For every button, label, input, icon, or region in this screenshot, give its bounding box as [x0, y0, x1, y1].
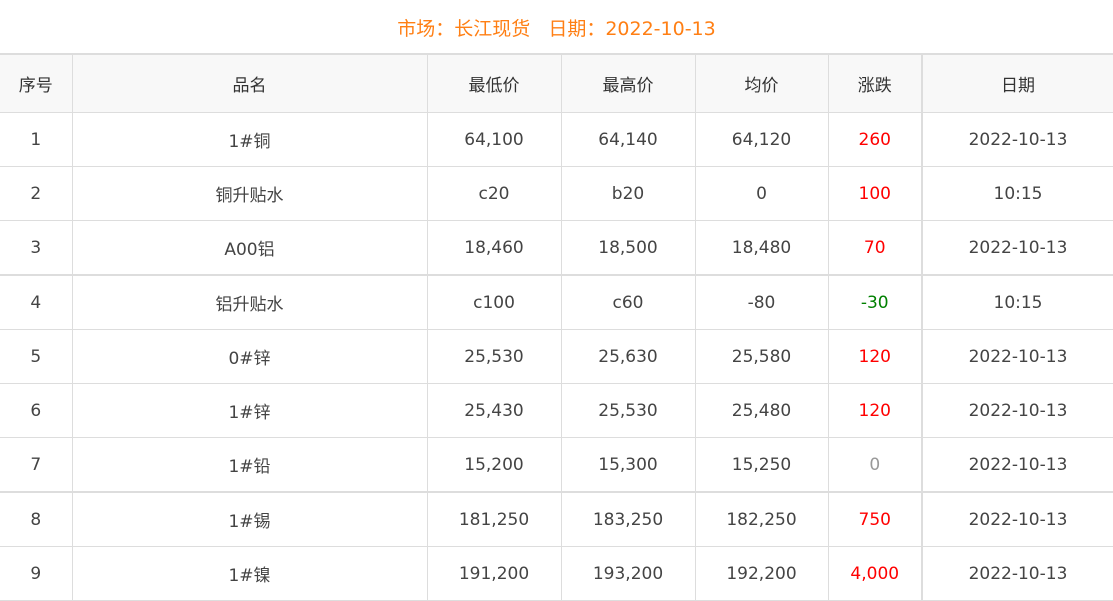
- avg-price: 25,480: [694, 383, 829, 438]
- product-name: A00铝: [71, 220, 428, 276]
- avg-price: 182,250: [694, 491, 829, 547]
- market-label: 市场：长江现货: [397, 18, 531, 40]
- price-change: 4,000: [827, 546, 923, 601]
- table-row: 7 1#铅 15,200 15,300 15,250 0 2022-10-13: [0, 437, 1113, 493]
- table-row: 9 1#镍 191,200 193,200 192,200 4,000 2022-10-13: [0, 546, 1113, 601]
- product-name: 1#铜: [71, 112, 428, 167]
- table-row: 5 0#锌 25,530 25,630 25,580 120 2022-10-13: [0, 329, 1113, 384]
- product-name: 1#锌: [71, 383, 428, 438]
- row-number: 2: [0, 166, 73, 221]
- page-title: 市场：长江现货 日期：2022-10-13: [0, 0, 1113, 53]
- row-date: 2022-10-13: [921, 112, 1113, 167]
- product-name: 1#锡: [71, 491, 428, 547]
- high-price: 193,200: [560, 546, 696, 601]
- price-change: 260: [827, 112, 923, 167]
- price-change: 120: [827, 329, 923, 384]
- price-change: -30: [827, 274, 923, 330]
- col-header-no: 序号: [0, 53, 73, 113]
- avg-price: 15,250: [694, 437, 829, 493]
- row-number: 5: [0, 329, 73, 384]
- product-name: 铜升贴水: [71, 166, 428, 221]
- product-name: 铝升贴水: [71, 274, 428, 330]
- avg-price: -80: [694, 274, 829, 330]
- row-number: 9: [0, 546, 73, 601]
- table-row: 2 铜升贴水 c20 b20 0 100 10:15: [0, 166, 1113, 221]
- row-number: 7: [0, 437, 73, 493]
- row-number: 6: [0, 383, 73, 438]
- low-price: 25,530: [426, 329, 562, 384]
- row-date: 2022-10-13: [921, 329, 1113, 384]
- table-row: 6 1#锌 25,430 25,530 25,480 120 2022-10-13: [0, 383, 1113, 438]
- product-name: 0#锌: [71, 329, 428, 384]
- product-name: 1#铅: [71, 437, 428, 493]
- row-number: 4: [0, 274, 73, 330]
- table-header: 序号 品名 最低价 最高价 均价 涨跌 日期: [0, 53, 1113, 113]
- low-price: 15,200: [426, 437, 562, 493]
- table-row: 8 1#锡 181,250 183,250 182,250 750 2022-10-13: [0, 491, 1113, 547]
- price-change: 0: [827, 437, 923, 493]
- avg-price: 192,200: [694, 546, 829, 601]
- avg-price: 25,580: [694, 329, 829, 384]
- high-price: 18,500: [560, 220, 696, 276]
- low-price: c20: [426, 166, 562, 221]
- high-price: 183,250: [560, 491, 696, 547]
- avg-price: 64,120: [694, 112, 829, 167]
- col-header-change: 涨跌: [827, 53, 923, 113]
- row-date: 2022-10-13: [921, 491, 1113, 547]
- high-price: 64,140: [560, 112, 696, 167]
- avg-price: 0: [694, 166, 829, 221]
- price-change: 70: [827, 220, 923, 276]
- high-price: b20: [560, 166, 696, 221]
- row-date: 10:15: [921, 166, 1113, 221]
- col-header-high: 最高价: [560, 53, 696, 113]
- table-row: 3 A00铝 18,460 18,500 18,480 70 2022-10-13: [0, 220, 1113, 276]
- col-header-avg: 均价: [694, 53, 829, 113]
- high-price: 25,630: [560, 329, 696, 384]
- price-change: 120: [827, 383, 923, 438]
- table-row: 4 铝升贴水 c100 c60 -80 -30 10:15: [0, 274, 1113, 330]
- low-price: 25,430: [426, 383, 562, 438]
- high-price: c60: [560, 274, 696, 330]
- row-date: 2022-10-13: [921, 220, 1113, 276]
- col-header-low: 最低价: [426, 53, 562, 113]
- row-number: 1: [0, 112, 73, 167]
- high-price: 25,530: [560, 383, 696, 438]
- row-number: 3: [0, 220, 73, 276]
- low-price: 181,250: [426, 491, 562, 547]
- row-number: 8: [0, 491, 73, 547]
- row-date: 2022-10-13: [921, 546, 1113, 601]
- high-price: 15,300: [560, 437, 696, 493]
- price-table: 序号 品名 最低价 最高价 均价 涨跌 日期 1 1#铜 64,100 64,140 6…: [0, 53, 1113, 601]
- low-price: 191,200: [426, 546, 562, 601]
- row-date: 10:15: [921, 274, 1113, 330]
- table-row: 1 1#铜 64,100 64,140 64,120 260 2022-10-13: [0, 112, 1113, 167]
- low-price: 64,100: [426, 112, 562, 167]
- col-header-date: 日期: [921, 53, 1113, 113]
- low-price: c100: [426, 274, 562, 330]
- row-date: 2022-10-13: [921, 437, 1113, 493]
- col-header-name: 品名: [71, 53, 428, 113]
- price-change: 100: [827, 166, 923, 221]
- row-date: 2022-10-13: [921, 383, 1113, 438]
- low-price: 18,460: [426, 220, 562, 276]
- price-change: 750: [827, 491, 923, 547]
- date-label: 日期：2022-10-13: [548, 18, 716, 40]
- avg-price: 18,480: [694, 220, 829, 276]
- product-name: 1#镍: [71, 546, 428, 601]
